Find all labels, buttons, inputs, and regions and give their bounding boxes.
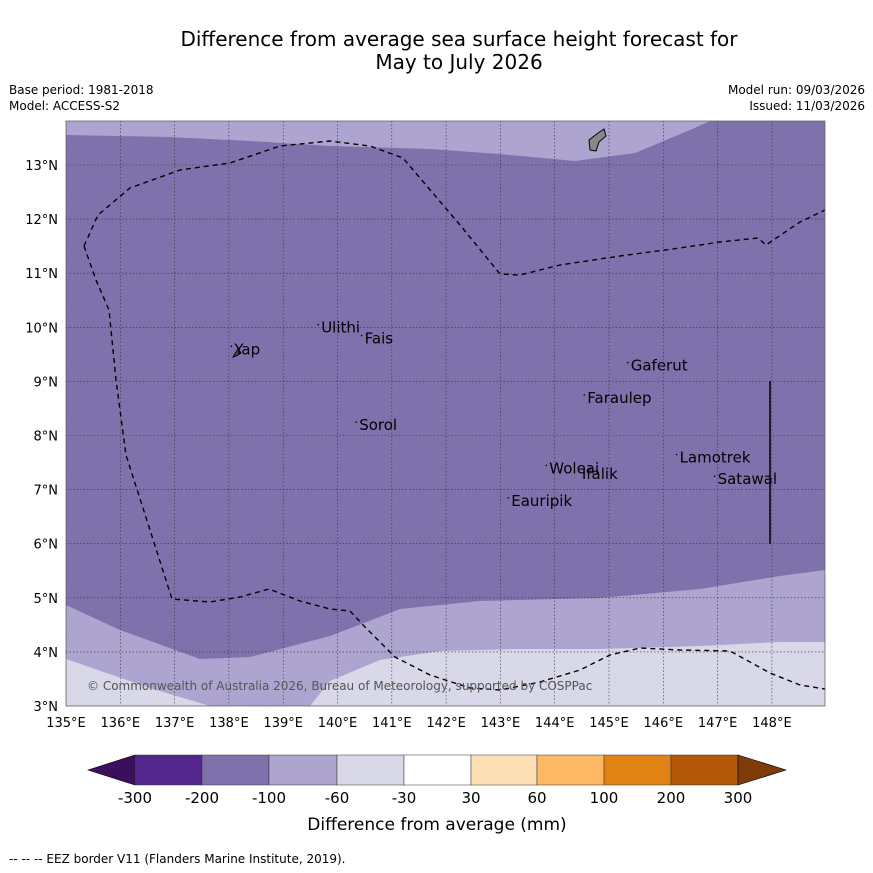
place-marker [578,469,580,472]
eez-border-west [83,245,825,691]
eez-border [83,140,825,276]
colorbar-tick-label: -30 [392,789,417,807]
x-tick-label: 143°E [481,716,521,731]
colorbar-tick-label: 300 [724,789,753,807]
colorbar-swatch [268,754,338,786]
colorbar-swatch [336,754,405,786]
model-run: Model run: 09/03/2026 [727,83,865,97]
place-marker [626,361,629,364]
place-label: Eauripik [511,492,572,510]
colorbar-swatch [134,754,203,786]
place-label: Sorol [359,416,397,434]
y-tick-label: 8°N [34,430,59,445]
x-tick-label: 144°E [535,716,575,731]
anomaly-fill-60-30-bottom [66,659,210,706]
place-labels: Yap Ulithi Fais Sorol Gaferut Faraulep WoleaiI… [230,319,777,510]
title-line-1: Difference from average sea surface heig… [180,27,738,51]
map-area: Yap Ulithi Fais Sorol Gaferut Faraulep WoleaiI… [66,121,825,706]
colorbar-swatch [201,754,270,786]
place-marker [360,334,363,337]
model-name: Model: ACCESS-S2 [9,99,121,113]
place-label: Satawal [718,470,777,488]
yap-island [231,348,242,358]
y-tick-label: 12°N [25,213,58,228]
y-tick-label: 5°N [34,592,59,607]
place-label: Fais [365,330,394,348]
map-frame [65,120,826,707]
colorbar-tick-label: 30 [461,789,480,807]
footer-note: -- -- -- EEZ border V11 (Flanders Marine… [9,852,346,866]
y-tick-label: 7°N [34,484,59,499]
colorbar-swatch [403,754,472,786]
meta-right: Model run: 09/03/2026 Issued: 11/03/2026 [728,82,865,114]
y-tick-label: 11°N [25,267,58,282]
copyright-text: © Commonwealth of Australia 2026, Bureau… [87,679,592,693]
place-marker [545,464,548,467]
title-line-2: May to July 2026 [375,50,543,74]
place-marker [675,453,678,456]
colorbar-title: Difference from average (mm) [307,815,566,835]
colorbar-swatch [670,754,739,786]
y-tick-label: 13°N [25,159,58,174]
y-tick-label: 10°N [25,321,58,336]
place-label: Faraulep [587,389,651,407]
colorbar-extend-low [87,754,136,786]
x-tick-label: 140°E [318,716,358,731]
place-label: Gaferut [631,357,688,375]
colorbar: -300 -200 -100 -60 -30 30 60 100 200 300 [87,754,788,807]
place-label: Woleai [549,459,599,477]
guam-island [588,128,607,152]
place-label: Ulithi [321,319,360,337]
meta-left: Base period: 1981-2018 Model: ACCESS-S2 [9,82,154,114]
place-label: Yap [233,340,260,358]
x-tick-label: 142°E [426,716,466,731]
anomaly-fill-100-60-top [66,121,710,161]
place-marker [355,421,358,423]
base-period: Base period: 1981-2018 [9,83,154,97]
y-tick-label: 3°N [34,700,59,715]
place-label: Ifalik [582,465,618,483]
y-tick-label: 6°N [34,538,59,553]
x-tick-label: 135°E [46,716,86,731]
colorbar-swatch [603,754,672,786]
issued-date: Issued: 11/03/2026 [749,99,865,113]
x-tick-label: 141°E [372,716,412,731]
y-axis: 3°N 4°N 5°N 6°N 7°N 8°N 9°N 10°N 11°N 12°N 13°N [25,159,58,715]
x-tick-label: 148°E [752,716,792,731]
x-tick-label: 147°E [698,716,738,731]
graticule [66,121,825,706]
colorbar-swatch [536,754,605,786]
y-tick-label: 9°N [34,375,59,390]
x-tick-label: 138°E [209,716,249,731]
colorbar-swatch [470,754,538,786]
colorbar-tick-label: 60 [527,789,546,807]
x-tick-label: 146°E [644,716,684,731]
x-tick-label: 136°E [101,716,141,731]
colorbar-tick-label: -60 [325,789,350,807]
colorbar-tick-label: -200 [185,789,219,807]
colorbar-tick-label: 100 [590,789,619,807]
place-marker [230,345,233,348]
colorbar-tick-label: -300 [118,789,152,807]
x-tick-label: 137°E [155,716,195,731]
place-marker [713,475,716,477]
place-marker [583,394,586,396]
y-tick-label: 4°N [34,646,59,661]
colorbar-tick-label: 200 [657,789,686,807]
place-marker [317,323,320,326]
x-axis: 135°E 136°E 137°E 138°E 139°E 140°E 141°E 142°E… [46,716,791,731]
place-marker [507,497,510,499]
x-tick-label: 139°E [263,716,303,731]
x-tick-label: 145°E [589,716,629,731]
place-label: Lamotrek [680,449,751,467]
chart-title: Difference from average sea surface heig… [0,28,873,74]
colorbar-tick-label: -100 [252,789,286,807]
colorbar-extend-high [737,754,788,786]
